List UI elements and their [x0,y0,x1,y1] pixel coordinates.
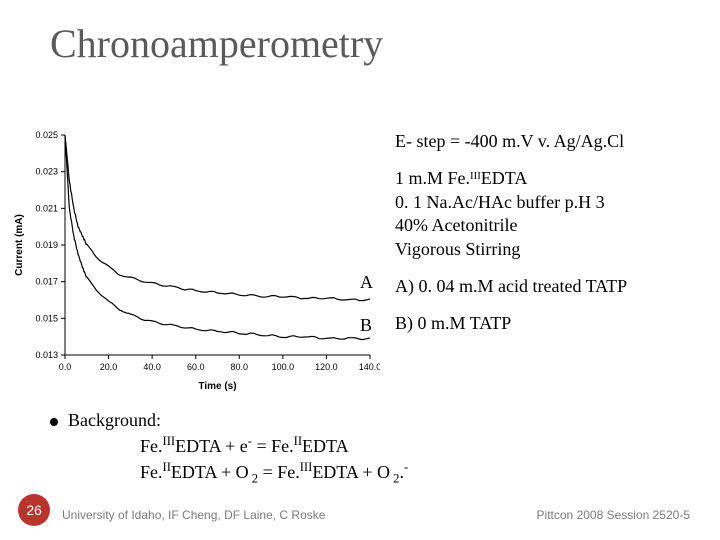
svg-text:80.0: 80.0 [231,362,249,372]
svg-text:20.0: 20.0 [100,362,118,372]
footer-right: Pittcon 2008 Session 2520-5 [537,508,690,522]
e-step-line: E- step = -400 m.V v. Ag/Ag.Cl [395,130,695,153]
cond-line-4: Vigorous Stirring [395,238,695,261]
svg-text:0.0: 0.0 [59,362,72,372]
conditions-text: E- step = -400 m.V v. Ag/Ag.Cl 1 m.M Fe.… [395,130,695,350]
slide-number-wrap: 26 [18,494,50,526]
svg-text:100.0: 100.0 [272,362,295,372]
curve-label-a: A [360,272,373,293]
background-eq-2: Fe.IIEDTA + O 2 = Fe.IIIEDTA + O 2.- [140,459,408,488]
svg-text:0.017: 0.017 [35,277,58,287]
svg-text:0.013: 0.013 [35,350,58,360]
svg-text:60.0: 60.0 [187,362,205,372]
svg-text:40.0: 40.0 [143,362,161,372]
background-heading: Background: [68,410,161,430]
curve-a-description: A) 0. 04 m.M acid treated TATP [395,275,695,298]
cond-line-2: 0. 1 Na.Ac/HAc buffer p.H 3 [395,191,695,214]
svg-text:Time (s): Time (s) [198,381,236,392]
background-eq-1: Fe.IIIEDTA + e- = Fe.IIEDTA [140,433,408,459]
footer-left: University of Idaho, IF Cheng, DF Laine,… [62,508,325,522]
curve-label-b: B [360,315,372,336]
slide-number: 26 [18,494,50,526]
svg-text:0.023: 0.023 [35,167,58,177]
bullet-icon [50,418,58,426]
svg-text:120.0: 120.0 [315,362,338,372]
svg-text:140.0: 140.0 [359,362,380,372]
svg-text:0.019: 0.019 [35,240,58,250]
cond-line-1: 1 m.M Fe.ᴵᴵᴵEDTA [395,167,695,190]
conditions-block: 1 m.M Fe.ᴵᴵᴵEDTA 0. 1 Na.Ac/HAc buffer p… [395,167,695,261]
chronoamperometry-chart: 0.013 0.015 0.017 0.019 0.021 0.023 0.025 0.0 20… [10,125,380,395]
page-title: Chronoamperometry [50,20,383,67]
svg-text:0.015: 0.015 [35,313,58,323]
curve-b-description: B) 0 m.M TATP [395,312,695,335]
cond-line-3: 40% Acetonitrile [395,214,695,237]
svg-text:0.025: 0.025 [35,130,58,140]
background-section: Background: Fe.IIIEDTA + e- = Fe.IIEDTA … [50,408,408,489]
svg-text:Current (mA): Current (mA) [14,214,25,276]
background-heading-line: Background: [50,408,408,433]
svg-text:0.021: 0.021 [35,203,58,213]
